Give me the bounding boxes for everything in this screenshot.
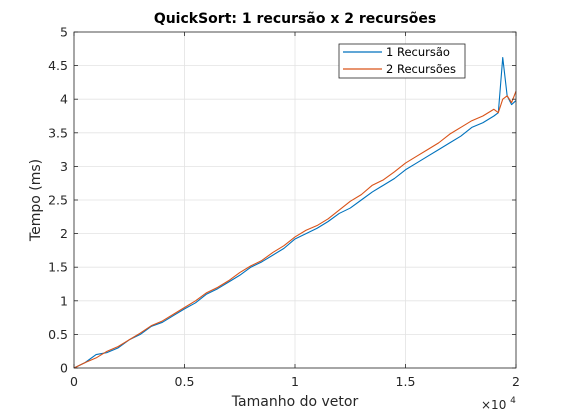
x-tick-label: 2 — [512, 374, 520, 389]
y-tick-label: 3.5 — [48, 125, 68, 140]
y-tick-label: 5 — [60, 25, 68, 40]
y-tick-label: 0 — [60, 361, 68, 376]
series-line-2-recursoes — [73, 90, 517, 369]
x-axis-label: Tamanho do vetor — [231, 394, 359, 410]
x-tick-label: 0.5 — [175, 374, 195, 389]
y-axis-ticks: 0 0.5 1 1.5 2 2.5 3 3.5 4 4.5 5 — [48, 25, 516, 376]
y-tick-label: 2.5 — [48, 193, 68, 208]
x-axis-exponent-base: ×10 — [481, 398, 506, 412]
grid — [73, 31, 517, 369]
y-tick-label: 2 — [60, 226, 68, 241]
legend: 1 Recursão 2 Recursões — [338, 43, 466, 79]
y-tick-label: 1 — [60, 293, 68, 308]
series-lines — [73, 56, 517, 369]
y-tick-label: 0.5 — [48, 327, 68, 342]
y-tick-label: 3 — [60, 159, 68, 174]
legend-label-2-recursoes: 2 Recursões — [386, 62, 456, 76]
y-tick-label: 1.5 — [48, 260, 68, 275]
y-axis-label: Tempo (ms) — [28, 159, 44, 242]
chart-title: QuickSort: 1 recursão x 2 recursões — [154, 11, 436, 27]
legend-label-1-recursao: 1 Recursão — [386, 45, 450, 59]
y-tick-label: 4 — [60, 92, 68, 107]
series-line-1-recursao — [73, 56, 517, 369]
x-axis-exponent: ×10 4 — [481, 396, 516, 412]
legend-box — [338, 43, 466, 79]
x-axis-ticks: 0 0.5 1 1.5 2 — [70, 32, 520, 389]
y-tick-label: 4.5 — [48, 58, 68, 73]
x-tick-label: 0 — [70, 374, 78, 389]
x-tick-label: 1.5 — [396, 374, 416, 389]
x-axis-exponent-power: 4 — [510, 396, 516, 406]
x-tick-label: 1 — [291, 374, 299, 389]
